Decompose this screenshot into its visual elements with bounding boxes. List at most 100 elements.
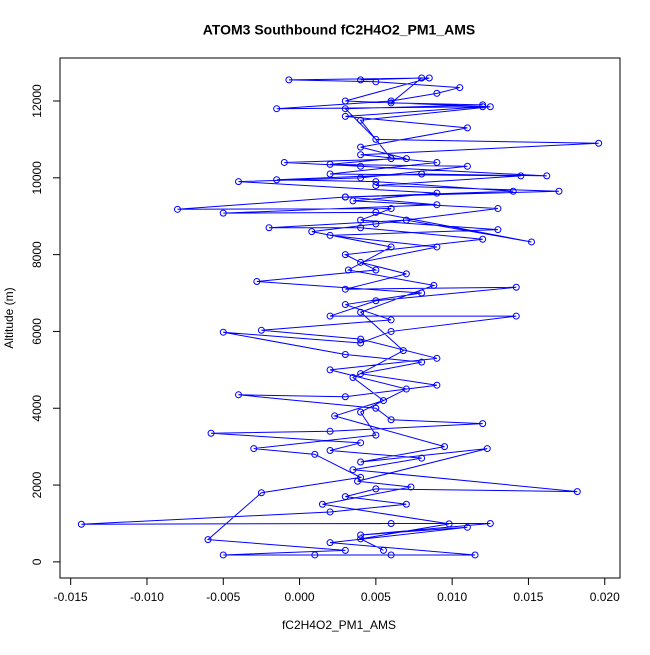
data-point (372, 78, 380, 86)
data-point (331, 412, 339, 420)
data-point (418, 170, 426, 178)
x-tick-label: 0.015 (513, 590, 543, 604)
data-point (326, 170, 334, 178)
data-point (463, 124, 471, 132)
data-point (357, 224, 365, 232)
x-tick-label: -0.005 (206, 590, 240, 604)
data-point (372, 220, 380, 228)
y-tick-label: 10000 (30, 161, 44, 195)
data-point (349, 197, 357, 205)
data-point (354, 477, 362, 485)
data-point (357, 216, 365, 224)
data-point (235, 391, 243, 399)
data-point (402, 270, 410, 278)
data-point (273, 105, 281, 113)
data-point (509, 187, 517, 195)
y-tick-label: 4000 (30, 395, 44, 422)
data-point (512, 312, 520, 320)
data-point (318, 500, 326, 508)
data-point (326, 231, 334, 239)
data-point (494, 226, 502, 234)
data-point (399, 347, 407, 355)
data-line (81, 77, 599, 556)
data-point (219, 209, 227, 217)
data-point (517, 172, 525, 180)
data-point (326, 366, 334, 374)
data-point (445, 520, 453, 528)
data-point (527, 238, 535, 246)
data-point (433, 158, 441, 166)
data-point (341, 393, 349, 401)
data-point (357, 535, 365, 543)
data-point (285, 76, 293, 84)
plot-frame (59, 57, 621, 579)
data-point (357, 408, 365, 416)
data-point (311, 551, 319, 559)
data-point (418, 454, 426, 462)
data-point (433, 381, 441, 389)
data-point (543, 172, 551, 180)
data-point (486, 519, 494, 527)
data-point (235, 178, 243, 186)
data-point (372, 208, 380, 216)
data-point (379, 546, 387, 554)
data-point (418, 289, 426, 297)
x-tick-label: 0.005 (361, 590, 391, 604)
y-tick-label: 0 (30, 558, 44, 565)
data-point (483, 445, 491, 453)
data-point (387, 243, 395, 251)
data-point (344, 266, 352, 274)
data-point (265, 224, 273, 232)
data-point (357, 335, 365, 343)
data-point (311, 450, 319, 458)
data-point (357, 308, 365, 316)
data-point (372, 135, 380, 143)
data-point (250, 445, 258, 453)
data-point (555, 187, 563, 195)
data-point (257, 326, 265, 334)
data-point (372, 178, 380, 186)
data-point (341, 251, 349, 259)
data-point (326, 446, 334, 454)
data-point (207, 429, 215, 437)
data-point (308, 228, 316, 236)
y-tick-label: 6000 (30, 318, 44, 345)
data-point (387, 205, 395, 213)
data-point (280, 158, 288, 166)
data-point (357, 531, 365, 539)
data-point (402, 385, 410, 393)
data-point (512, 283, 520, 291)
y-tick-label: 2000 (30, 471, 44, 498)
data-point (456, 84, 464, 92)
chart-title: ATOM3 Southbound fC2H4O2_PM1_AMS (203, 22, 476, 38)
data-point (402, 216, 410, 224)
data-point (357, 151, 365, 159)
data-point (357, 76, 365, 84)
data-point (402, 500, 410, 508)
data-point (341, 350, 349, 358)
data-point (387, 155, 395, 163)
data-point (326, 312, 334, 320)
y-tick-label: 8000 (30, 241, 44, 268)
data-point (219, 328, 227, 336)
data-point (357, 370, 365, 378)
data-point (273, 176, 281, 184)
data-point (425, 74, 433, 82)
data-point (387, 416, 395, 424)
data-point (341, 105, 349, 113)
data-point (357, 258, 365, 266)
data-point (349, 466, 357, 474)
data-point (77, 520, 85, 528)
data-point (253, 278, 261, 286)
data-point (471, 551, 479, 559)
data-point (433, 354, 441, 362)
data-point (219, 551, 227, 559)
data-point (257, 489, 265, 497)
data-point (357, 162, 365, 170)
data-point (326, 508, 334, 516)
data-point (573, 488, 581, 496)
data-point (173, 205, 181, 213)
data-point (402, 155, 410, 163)
data-point (595, 139, 603, 147)
